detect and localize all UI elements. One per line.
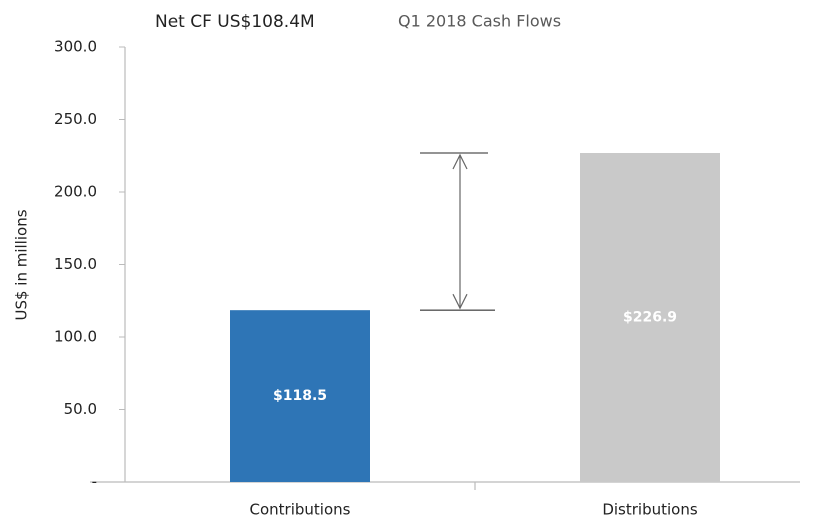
y-tick-label: 250.0 <box>54 110 97 128</box>
y-tick-label: - <box>92 473 97 491</box>
y-axis-label: US$ in millions <box>13 209 31 320</box>
chart-title: Q1 2018 Cash Flows <box>398 12 561 31</box>
arrow-head-top <box>452 153 468 170</box>
arrow-head-bottom <box>452 293 468 310</box>
bar <box>580 152 720 482</box>
net-cf-annotation: Net CF US$108.4M <box>155 12 315 32</box>
y-tick-label: 200.0 <box>54 183 97 201</box>
value-label: $226.9 <box>623 309 677 325</box>
y-tick-label: 300.0 <box>54 38 97 56</box>
value-label: $118.5 <box>273 388 327 404</box>
y-tick-label: 100.0 <box>54 328 97 346</box>
y-tick-label: 50.0 <box>64 400 97 418</box>
x-tick-label: Contributions <box>250 501 351 519</box>
y-tick-label: 150.0 <box>54 255 97 273</box>
bar <box>230 310 370 482</box>
x-tick-label: Distributions <box>602 501 698 519</box>
